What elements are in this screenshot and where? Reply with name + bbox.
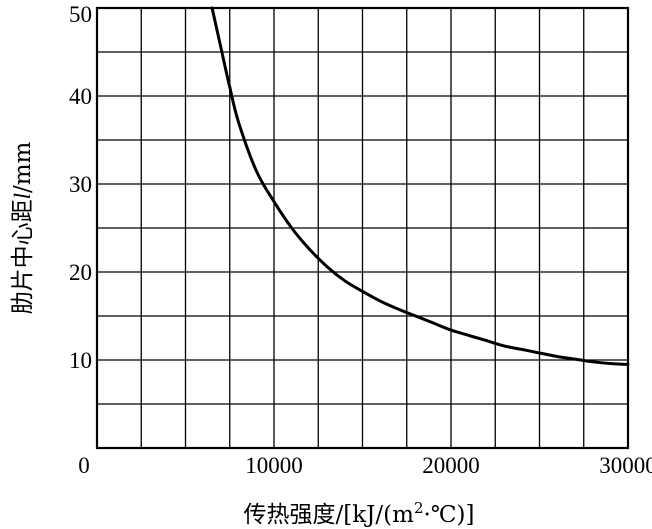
series-line (210, 6, 630, 366)
plot-frame (95, 6, 630, 450)
y-tick-labels: 10 20 30 40 50 (69, 2, 92, 373)
y-tick-label: 30 (69, 172, 92, 197)
x-tick-label: 20000 (422, 453, 480, 478)
y-tick-label: 10 (69, 348, 92, 373)
x-tick-label: 10000 (245, 453, 303, 478)
grid-lines (97, 8, 628, 448)
y-tick-label: 40 (69, 84, 92, 109)
x-tick-label: 0 (78, 453, 90, 478)
x-tick-label: 30000 (599, 453, 652, 478)
x-tick-labels: 0 10000 20000 30000 (78, 453, 652, 478)
x-axis-title: 传热强度/[kJ/(m2·℃)] (244, 499, 475, 528)
y-axis-title: 肋片中心距l/mm (10, 141, 36, 314)
y-tick-label: 20 (69, 260, 92, 285)
y-tick-label: 50 (69, 2, 92, 27)
